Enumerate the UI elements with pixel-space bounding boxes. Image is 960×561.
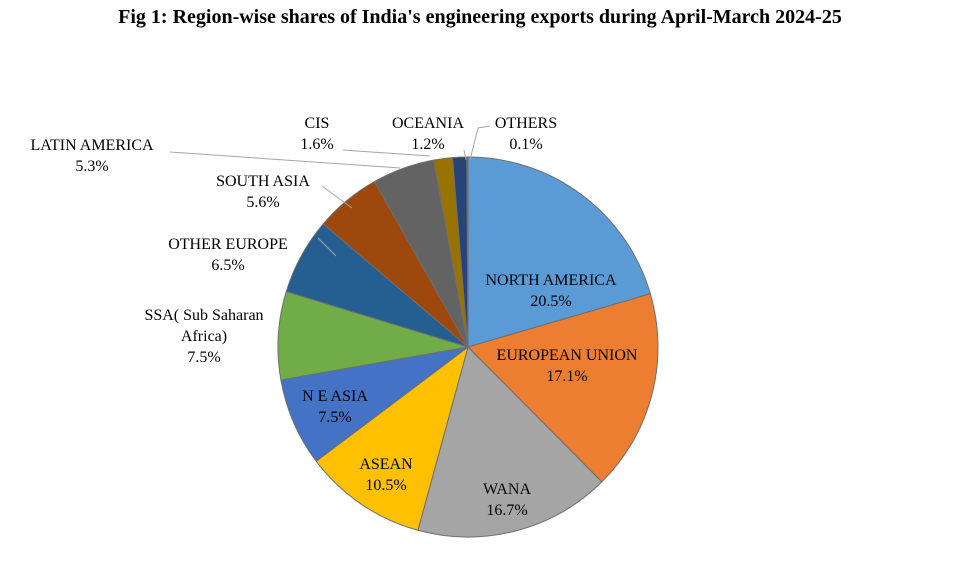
data-label: SOUTH ASIA 5.6% (216, 173, 310, 211)
data-label: EUROPEAN UNION 17.1% (497, 347, 638, 385)
pie-slice-north-america (467, 156, 652, 348)
pie-slice-european-union (467, 293, 659, 483)
leader-line (342, 149, 431, 157)
data-label: OTHERS 0.1% (495, 115, 557, 153)
leader-line (321, 185, 353, 209)
leader-line (317, 237, 337, 257)
pie-slice-wana (417, 346, 603, 538)
data-label: NORTH AMERICA 20.5% (485, 272, 616, 310)
data-label: OCEANIA 1.2% (392, 115, 464, 153)
leader-line (169, 151, 401, 169)
data-label: LATIN AMERICA 5.3% (30, 137, 154, 175)
pie-slice-others (466, 156, 469, 348)
pie-slice-asean (315, 345, 469, 531)
data-label: CIS 1.6% (300, 115, 333, 153)
data-label: ASEAN 10.5% (359, 456, 413, 494)
data-label: WANA 16.7% (483, 481, 531, 519)
chart-title: Fig 1: Region-wise shares of India's eng… (118, 6, 842, 28)
data-label: OTHER EUROPE 6.5% (168, 236, 288, 274)
leader-line (469, 125, 491, 161)
data-label: N E ASIA 7.5% (302, 388, 368, 426)
data-label: SSA( Sub Saharan Africa) 7.5% (144, 307, 263, 366)
leader-line (463, 149, 467, 161)
